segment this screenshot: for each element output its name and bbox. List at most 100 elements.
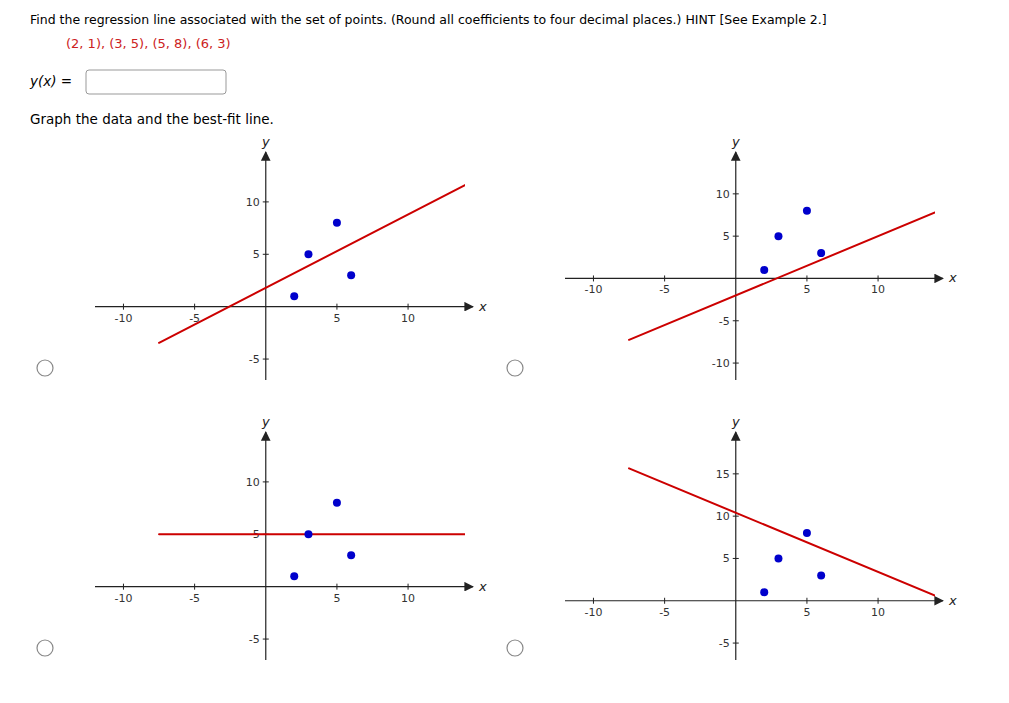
choice-radio[interactable]: [507, 360, 523, 376]
y-tick-label: 15: [716, 468, 730, 481]
x-tick: [336, 584, 337, 590]
plot-data: [159, 499, 465, 580]
answer-input[interactable]: [86, 70, 226, 94]
plot: xy-10-5510-5510: [37, 414, 487, 660]
y-tick: [733, 193, 739, 194]
regression-line: [629, 212, 935, 339]
x-tick-label: -10: [584, 606, 602, 619]
y-tick: [733, 363, 739, 364]
x-axis-label: x: [948, 593, 957, 608]
y-tick: [733, 473, 739, 474]
x-axis-label: x: [948, 270, 957, 285]
x-tick: [878, 598, 879, 604]
x-tick: [194, 584, 195, 590]
x-axis: [565, 278, 943, 279]
plot: xy-10-5510-5510: [37, 134, 487, 380]
data-point: [290, 292, 298, 300]
x-tick-label: -10: [584, 283, 602, 296]
x-tick: [408, 304, 409, 310]
y-tick: [263, 359, 269, 360]
y-axis: [265, 152, 266, 380]
plot-data: [629, 468, 935, 596]
graph-label: Graph the data and the best-fit line.: [30, 111, 274, 127]
x-tick-label: -5: [659, 606, 670, 619]
data-point: [760, 588, 768, 596]
x-tick-label: 5: [333, 592, 340, 605]
x-tick: [806, 598, 807, 604]
y-tick-label: -5: [719, 315, 730, 328]
x-tick-label: 10: [401, 312, 415, 325]
x-tick-label: -5: [189, 592, 200, 605]
x-tick: [664, 275, 665, 281]
y-tick: [263, 201, 269, 202]
subtitle: (2, 1), (3, 5), (5, 8), (6, 3): [66, 36, 231, 51]
data-point: [333, 499, 341, 507]
x-axis-label: x: [478, 579, 487, 594]
y-tick: [733, 643, 739, 644]
x-axis: [95, 586, 473, 587]
y-tick-label: 10: [246, 476, 260, 489]
y-axis-label: y: [731, 414, 740, 429]
choice-radio[interactable]: [507, 640, 523, 656]
y-tick-label: 5: [723, 552, 730, 565]
x-tick-label: 5: [333, 312, 340, 325]
page: Find the regression line associated with…: [0, 0, 1009, 703]
x-tick-label: 10: [871, 283, 885, 296]
x-tick: [123, 304, 124, 310]
x-tick: [194, 304, 195, 310]
y-tick-label: -10: [712, 357, 730, 370]
x-tick-label: 10: [401, 592, 415, 605]
data-point: [347, 551, 355, 559]
x-tick: [664, 598, 665, 604]
data-point: [817, 249, 825, 257]
plot: x y -10 -5 5 10 -10 -5 5 10: [507, 134, 957, 380]
x-tick-label: -5: [659, 283, 670, 296]
choice-radio[interactable]: [37, 640, 53, 656]
title: Find the regression line associated with…: [30, 12, 827, 27]
y-tick: [733, 320, 739, 321]
x-tick: [878, 275, 879, 281]
x-axis-label: x: [478, 299, 487, 314]
choice-radio[interactable]: [37, 360, 53, 376]
x-tick: [123, 584, 124, 590]
x-tick: [593, 598, 594, 604]
y-axis: [735, 152, 736, 380]
data-point: [290, 572, 298, 580]
x-tick: [336, 304, 337, 310]
x-tick: [408, 584, 409, 590]
regression-line: [159, 185, 465, 343]
x-tick-label: 5: [803, 283, 810, 296]
y-tick-label: 10: [246, 196, 260, 209]
x-tick-label: -10: [114, 312, 132, 325]
y-tick-label: -5: [249, 633, 260, 646]
y-tick: [263, 639, 269, 640]
y-axis-label: y: [731, 134, 740, 149]
data-point: [760, 266, 768, 274]
y-tick: [263, 254, 269, 255]
data-point: [774, 232, 782, 240]
data-point: [817, 571, 825, 579]
regression-line: [629, 468, 935, 595]
y-tick-label: 5: [723, 230, 730, 243]
y-axis: [735, 432, 736, 660]
x-tick: [593, 275, 594, 281]
y-tick: [263, 481, 269, 482]
plot-data: [629, 207, 935, 340]
y-tick-label: 10: [716, 510, 730, 523]
x-tick: [806, 275, 807, 281]
data-point: [803, 207, 811, 215]
y-tick-label: -5: [249, 353, 260, 366]
y-axis: [265, 432, 266, 660]
formula-label: y(x) =: [29, 73, 72, 89]
y-tick-label: 10: [716, 188, 730, 201]
x-tick-label: 10: [871, 606, 885, 619]
x-axis: [95, 306, 473, 307]
x-tick-label: -10: [114, 592, 132, 605]
x-tick-label: 5: [803, 606, 810, 619]
y-tick-label: -5: [719, 637, 730, 650]
y-axis-label: y: [261, 134, 270, 149]
data-point: [304, 250, 312, 258]
y-tick-label: 5: [253, 248, 260, 261]
y-axis-label: y: [261, 414, 270, 429]
data-point: [347, 271, 355, 279]
